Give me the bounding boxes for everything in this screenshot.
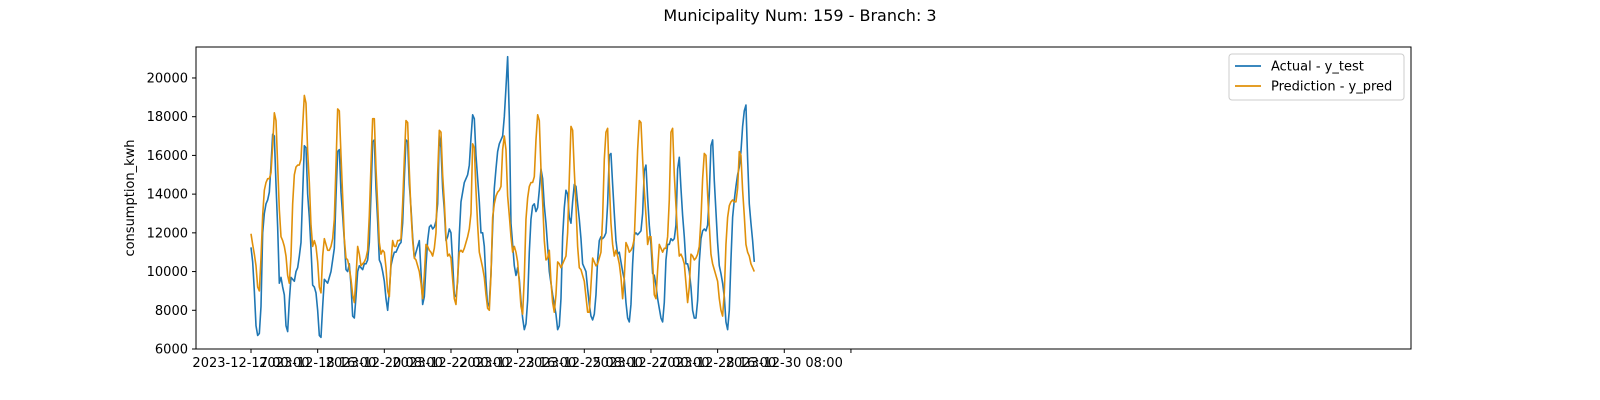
y-tick-label: 18000 xyxy=(147,110,188,125)
y-tick-label: 6000 xyxy=(155,343,188,358)
y-tick-label: 20000 xyxy=(147,71,188,86)
series-lines xyxy=(250,55,756,339)
x-tick-label: 2023-12-18 16:00 xyxy=(259,356,376,371)
x-tick-label: 2023-12-23 16:00 xyxy=(459,356,576,371)
x-tick-label: 2023-12-25 08:00 xyxy=(526,356,643,371)
y-tick-label: 14000 xyxy=(147,188,188,203)
x-tick-label: 2023-12-20 08:00 xyxy=(326,356,443,371)
x-tick-label: 2023-12-22 00:00 xyxy=(392,356,509,371)
y-tick-label: 16000 xyxy=(147,149,188,164)
legend-label: Prediction - y_pred xyxy=(1271,80,1392,95)
series-line-prediction xyxy=(250,94,756,317)
legend: Actual - y_test Prediction - y_pred xyxy=(1228,53,1405,101)
y-tick-label: 12000 xyxy=(147,226,188,241)
y-tick-label: 10000 xyxy=(147,265,188,280)
legend-box xyxy=(1228,53,1405,101)
x-tick-label: 2023-12-27 00:00 xyxy=(592,356,709,371)
y-axis-ticks: 6000 8000 10000 12000 14000 16000 18000 20000 xyxy=(147,71,196,358)
x-tick-label: 2023-12-17 00:00 xyxy=(192,356,309,371)
y-axis-label: consumption_kwh xyxy=(123,139,138,256)
y-tick-label: 8000 xyxy=(155,304,188,319)
x-tick-label: 2023-12-30 08:00 xyxy=(726,356,843,371)
plot-area-frame xyxy=(195,46,1412,350)
x-tick-label: 2023-12-28 16:00 xyxy=(659,356,776,371)
legend-label: Actual - y_test xyxy=(1271,60,1364,75)
chart-title: Municipality Num: 159 - Branch: 3 xyxy=(663,6,937,25)
series-line-actual xyxy=(250,55,756,339)
